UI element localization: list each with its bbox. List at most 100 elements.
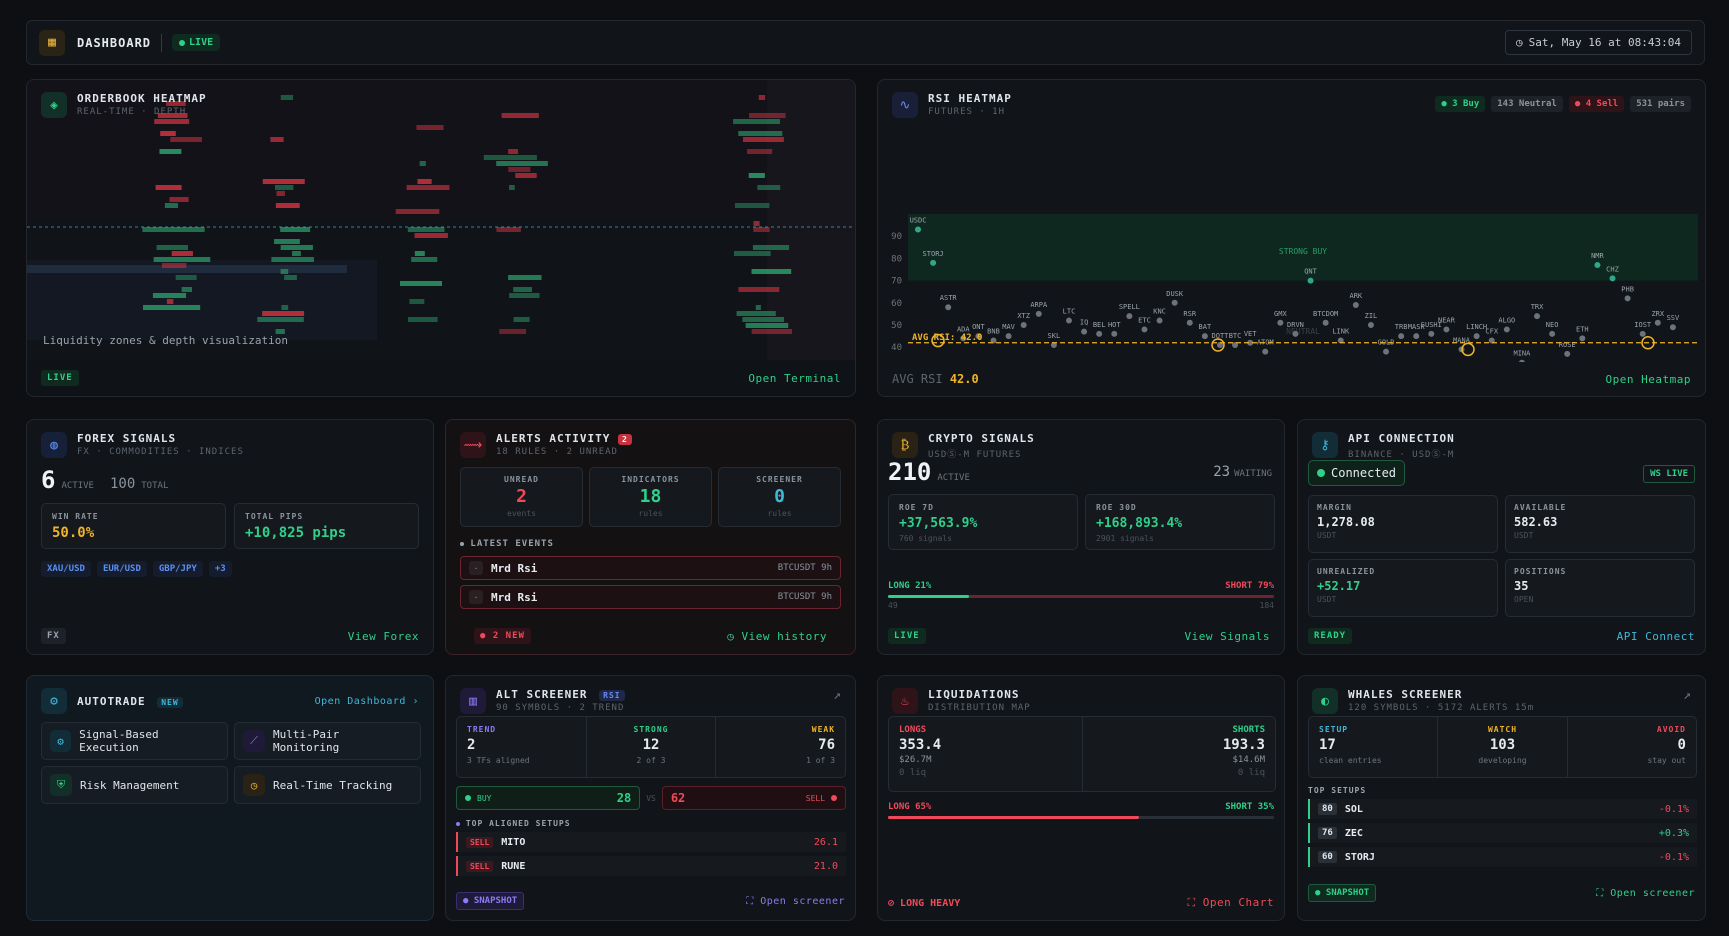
- autotrade-feature[interactable]: ⟋ Multi-Pair Monitoring: [234, 722, 421, 760]
- setup-row[interactable]: 60 STORJ -0.1%: [1308, 847, 1697, 867]
- rsi-point[interactable]: [1519, 359, 1525, 362]
- active-label: ACTIVE: [937, 473, 970, 483]
- rsi-point[interactable]: [1096, 330, 1103, 337]
- rsi-point[interactable]: [945, 304, 952, 311]
- depth-bar: [753, 221, 760, 226]
- rsi-point[interactable]: [1277, 319, 1284, 326]
- setup-row[interactable]: 76 ZEC +0.3%: [1308, 823, 1697, 843]
- view-history-link[interactable]: ◷ View history: [727, 630, 827, 643]
- rsi-point[interactable]: [1428, 330, 1435, 337]
- orderbook-heatmap-canvas[interactable]: [27, 80, 856, 360]
- rsi-point[interactable]: [1322, 319, 1329, 326]
- rsi-point[interactable]: [1216, 341, 1223, 348]
- rsi-point[interactable]: [1413, 333, 1420, 340]
- rsi-point[interactable]: [1111, 330, 1118, 337]
- rsi-point[interactable]: [1624, 295, 1631, 302]
- rsi-point[interactable]: [1443, 326, 1450, 333]
- setup-symbol: ZEC: [1344, 827, 1363, 839]
- rsi-point[interactable]: [1654, 319, 1661, 326]
- longs-panel: LONGS 353.4 $26.7M 0 liq: [889, 717, 1083, 791]
- rsi-point[interactable]: [1156, 317, 1163, 324]
- rsi-point[interactable]: [1232, 341, 1239, 348]
- available-box: AVAILABLE 582.63 USDT: [1505, 495, 1695, 553]
- rsi-point[interactable]: [1201, 333, 1208, 340]
- rsi-point[interactable]: [990, 337, 997, 344]
- rsi-point[interactable]: [1609, 275, 1616, 282]
- alert-event-row[interactable]: · Mrd Rsi BTCUSDT 9h: [460, 585, 841, 609]
- rsi-point[interactable]: [1035, 310, 1042, 317]
- rsi-point[interactable]: [1398, 333, 1405, 340]
- forex-pair-tag[interactable]: XAU/USD: [41, 561, 91, 577]
- rsi-point[interactable]: [1367, 322, 1374, 328]
- rsi-point[interactable]: [975, 333, 982, 340]
- rsi-point[interactable]: [1473, 333, 1480, 340]
- stat-sub: rules: [638, 509, 663, 518]
- depth-bar: [748, 173, 765, 178]
- forex-pair-tag[interactable]: +3: [208, 561, 232, 577]
- rsi-point[interactable]: [1488, 337, 1495, 344]
- rsi-point[interactable]: [1050, 341, 1057, 348]
- rsi-point[interactable]: [1126, 313, 1133, 320]
- rsi-point[interactable]: [1503, 326, 1510, 333]
- rsi-point-label: GMX: [1274, 310, 1287, 318]
- open-chart-link[interactable]: ⛶ Open Chart: [1187, 896, 1274, 910]
- rsi-point[interactable]: [1383, 348, 1390, 355]
- view-signals-link[interactable]: View Signals: [1184, 629, 1270, 643]
- external-link-icon[interactable]: ↗: [833, 688, 841, 703]
- rsi-point[interactable]: [1549, 330, 1556, 337]
- alert-event-row[interactable]: · Mrd Rsi BTCUSDT 9h: [460, 556, 841, 580]
- rsi-point[interactable]: [960, 335, 967, 342]
- rsi-point[interactable]: [1065, 317, 1072, 324]
- top-bar: ▦ DASHBOARD LIVE ◷ Sat, May 16 at 08:43:0…: [26, 20, 1705, 65]
- external-link-icon[interactable]: ↗: [1683, 688, 1691, 703]
- rsi-point[interactable]: [1292, 330, 1299, 337]
- rsi-point[interactable]: [1534, 313, 1541, 320]
- rsi-point[interactable]: [1262, 348, 1269, 355]
- rsi-point[interactable]: [1186, 319, 1193, 326]
- autotrade-feature[interactable]: ⚙ Signal-Based Execution: [41, 722, 228, 760]
- depth-bar: [411, 257, 438, 262]
- rsi-point[interactable]: [1020, 322, 1027, 328]
- longs-usd: $26.7M: [899, 755, 932, 765]
- setup-row[interactable]: SELL MITO 26.1: [456, 832, 846, 852]
- open-screener-link[interactable]: ⛶ Open screener: [1596, 888, 1695, 899]
- rsi-point[interactable]: [915, 226, 921, 233]
- rsi-point[interactable]: [1639, 330, 1646, 337]
- rsi-point[interactable]: [930, 259, 937, 266]
- card-subtitle: 18 RULES · 2 UNREAD: [496, 447, 618, 457]
- rsi-point[interactable]: [1352, 302, 1359, 309]
- autotrade-feature[interactable]: ⛨ Risk Management: [41, 766, 228, 804]
- rsi-scatter-chart[interactable]: STRONG BUYSTRONG SELLNEUTRAL010203040506…: [878, 132, 1706, 362]
- rsi-point[interactable]: [1307, 277, 1314, 284]
- open-screener-link[interactable]: ⛶ Open screener: [746, 896, 845, 907]
- open-heatmap-link[interactable]: Open Heatmap: [1605, 372, 1691, 386]
- card-title: CRYPTO SIGNALS: [928, 432, 1035, 445]
- view-forex-link[interactable]: View Forex: [347, 629, 419, 643]
- rsi-point[interactable]: [1247, 339, 1254, 346]
- rsi-point[interactable]: [1171, 299, 1178, 306]
- divider: [161, 33, 163, 52]
- ratio-bar-long-fill: [888, 595, 970, 598]
- shorts-panel: SHORTS 193.3 $14.6M 0 liq: [1083, 717, 1276, 791]
- open-terminal-link[interactable]: Open Terminal: [748, 371, 841, 385]
- setup-row[interactable]: 80 SOL -0.1%: [1308, 799, 1697, 819]
- autotrade-feature[interactable]: ◷ Real-Time Tracking: [234, 766, 421, 804]
- open-dashboard-link[interactable]: Open Dashboard ›: [315, 696, 419, 707]
- rsi-point[interactable]: [1005, 333, 1012, 340]
- rsi-point[interactable]: [1579, 335, 1586, 342]
- rsi-point[interactable]: [1594, 262, 1601, 269]
- rsi-point[interactable]: [1081, 328, 1088, 335]
- snapshot-badge: ● SNAPSHOT: [456, 892, 525, 910]
- setup-row[interactable]: SELL RUNE 21.0: [456, 856, 846, 876]
- new-alerts-badge: ● 2 NEW: [474, 628, 531, 644]
- depth-bar: [262, 179, 305, 184]
- forex-pair-tag[interactable]: GBP/JPY: [152, 561, 203, 577]
- forex-pair-tag[interactable]: EUR/USD: [96, 561, 147, 577]
- longs-liq-count: 0 liq: [899, 768, 927, 778]
- rsi-point[interactable]: [1669, 324, 1676, 331]
- roe-7d-label: ROE 7D: [899, 503, 934, 512]
- rsi-point[interactable]: [1337, 337, 1344, 344]
- rsi-point[interactable]: [1141, 326, 1148, 333]
- api-connect-link[interactable]: API Connect: [1616, 629, 1695, 643]
- rsi-point[interactable]: [1564, 350, 1571, 357]
